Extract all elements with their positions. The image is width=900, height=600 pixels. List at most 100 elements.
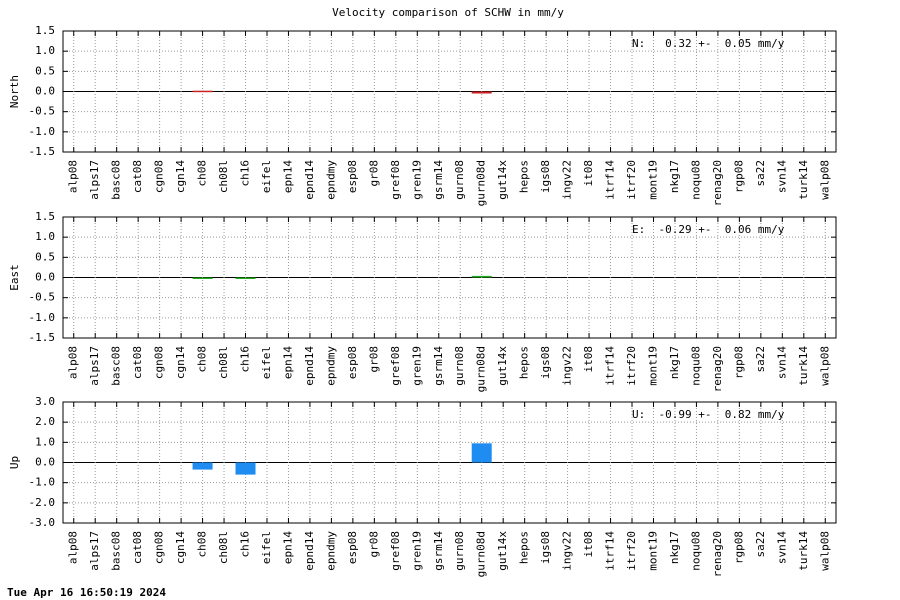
- x-tick-label: cgn08: [153, 346, 166, 379]
- x-tick-label: gsrm14: [432, 531, 445, 571]
- y-tick-label: -1.0: [29, 476, 56, 489]
- x-tick-label: turk14: [797, 346, 810, 386]
- plot-frame: [62, 216, 837, 339]
- y-tick-label: -0.5: [29, 291, 56, 304]
- x-tick-label: alps17: [88, 531, 101, 571]
- x-tick-label: epndmy: [324, 160, 337, 200]
- x-tick-label: gren19: [410, 160, 423, 200]
- y-tick-label: -0.5: [29, 105, 56, 118]
- x-tick-label: alp08: [67, 346, 80, 379]
- x-tick-label: gr08: [367, 346, 380, 373]
- y-tick-label: -3.0: [29, 516, 56, 529]
- x-tick-label: ch16: [239, 531, 252, 558]
- x-tick-label: hepos: [518, 531, 531, 564]
- y-tick-label: -1.5: [29, 145, 56, 158]
- x-tick-label: gurn08d: [475, 346, 488, 392]
- x-tick-label: nkg17: [668, 346, 681, 379]
- x-tick-label: epndmy: [324, 346, 337, 386]
- annotation: U: -0.99 +- 0.82 mm/y: [632, 408, 785, 421]
- plot-frame: [62, 401, 837, 524]
- x-tick-label: gsrm14: [432, 346, 445, 386]
- y-axis-label: Up: [8, 456, 21, 469]
- y-tick-label: -2.0: [29, 496, 56, 509]
- y-axis-label: East: [8, 264, 21, 291]
- x-tick-label: walp08: [818, 531, 831, 571]
- x-tick-label: gut14x: [496, 531, 509, 571]
- x-tick-label: ch08l: [217, 346, 230, 379]
- x-tick-label: esp08: [346, 531, 359, 564]
- x-tick-label: gurn08d: [475, 531, 488, 577]
- x-tick-label: sa22: [754, 346, 767, 373]
- x-tick-label: alps17: [88, 346, 101, 386]
- x-tick-label: ch16: [239, 346, 252, 373]
- y-tick-label: -1.0: [29, 125, 56, 138]
- bar: [471, 275, 492, 278]
- x-tick-label: alp08: [67, 160, 80, 193]
- x-tick-label: itrf14: [604, 160, 617, 200]
- x-tick-label: mont19: [646, 160, 659, 200]
- x-tick-label: eifel: [260, 160, 273, 193]
- x-tick-label: gut14x: [496, 346, 509, 386]
- x-tick-label: eifel: [260, 531, 273, 564]
- x-tick-label: rgp08: [732, 346, 745, 379]
- x-tick-label: noqu08: [689, 531, 702, 571]
- x-tick-label: igs08: [539, 531, 552, 564]
- x-tick-label: renag20: [711, 346, 724, 392]
- x-tick-label: rgp08: [732, 160, 745, 193]
- x-tick-label: epn14: [281, 160, 294, 193]
- x-tick-label: mont19: [646, 531, 659, 571]
- x-tick-label: nkg17: [668, 160, 681, 193]
- x-tick-label: renag20: [711, 160, 724, 206]
- x-tick-label: basc08: [110, 531, 123, 571]
- x-tick-label: noqu08: [689, 160, 702, 200]
- x-tick-label: nkg17: [668, 531, 681, 564]
- y-tick-label: -1.5: [29, 331, 56, 344]
- x-tick-label: ingv22: [561, 346, 574, 386]
- x-tick-label: sa22: [754, 531, 767, 558]
- x-tick-label: cgn14: [174, 160, 187, 193]
- x-tick-label: gr08: [367, 160, 380, 187]
- bar: [471, 443, 492, 463]
- x-tick-label: eifel: [260, 346, 273, 379]
- x-tick-label: ch08l: [217, 531, 230, 564]
- x-tick-label: epnd14: [303, 346, 316, 386]
- y-tick-label: 2.0: [35, 415, 55, 428]
- annotation: E: -0.29 +- 0.06 mm/y: [632, 223, 785, 236]
- x-tick-label: cgn08: [153, 531, 166, 564]
- x-tick-label: esp08: [346, 346, 359, 379]
- x-tick-label: itrf14: [604, 531, 617, 571]
- x-tick-label: epnd14: [303, 531, 316, 571]
- annotation: N: 0.32 +- 0.05 mm/y: [632, 37, 785, 50]
- x-tick-label: ch08: [196, 346, 209, 373]
- x-tick-label: cgn14: [174, 346, 187, 379]
- x-tick-label: cat08: [131, 160, 144, 193]
- x-tick-label: svn14: [775, 160, 788, 193]
- x-tick-label: gurn08d: [475, 160, 488, 206]
- x-tick-label: cgn08: [153, 160, 166, 193]
- x-tick-label: ch08: [196, 531, 209, 558]
- x-tick-label: walp08: [818, 160, 831, 200]
- timestamp: Tue Apr 16 16:50:19 2024: [7, 586, 166, 599]
- y-tick-label: 1.0: [35, 230, 55, 243]
- x-tick-label: epndmy: [324, 531, 337, 571]
- x-tick-label: hepos: [518, 346, 531, 379]
- x-tick-label: hepos: [518, 160, 531, 193]
- x-tick-label: itrf20: [625, 531, 638, 571]
- x-tick-label: esp08: [346, 160, 359, 193]
- x-tick-label: ingv22: [561, 160, 574, 200]
- y-tick-label: 0.5: [35, 64, 55, 77]
- x-tick-label: svn14: [775, 531, 788, 564]
- x-tick-label: itrf14: [604, 346, 617, 386]
- y-tick-label: 1.0: [35, 435, 55, 448]
- x-tick-label: ch16: [239, 160, 252, 187]
- x-tick-label: it08: [582, 160, 595, 187]
- x-tick-label: gren19: [410, 531, 423, 571]
- x-tick-label: itrf20: [625, 346, 638, 386]
- x-tick-label: turk14: [797, 160, 810, 200]
- x-tick-label: gr08: [367, 531, 380, 558]
- x-tick-label: basc08: [110, 160, 123, 200]
- x-tick-label: gurn08: [453, 531, 466, 571]
- y-tick-label: 0.0: [35, 456, 55, 469]
- y-tick-label: 0.5: [35, 250, 55, 263]
